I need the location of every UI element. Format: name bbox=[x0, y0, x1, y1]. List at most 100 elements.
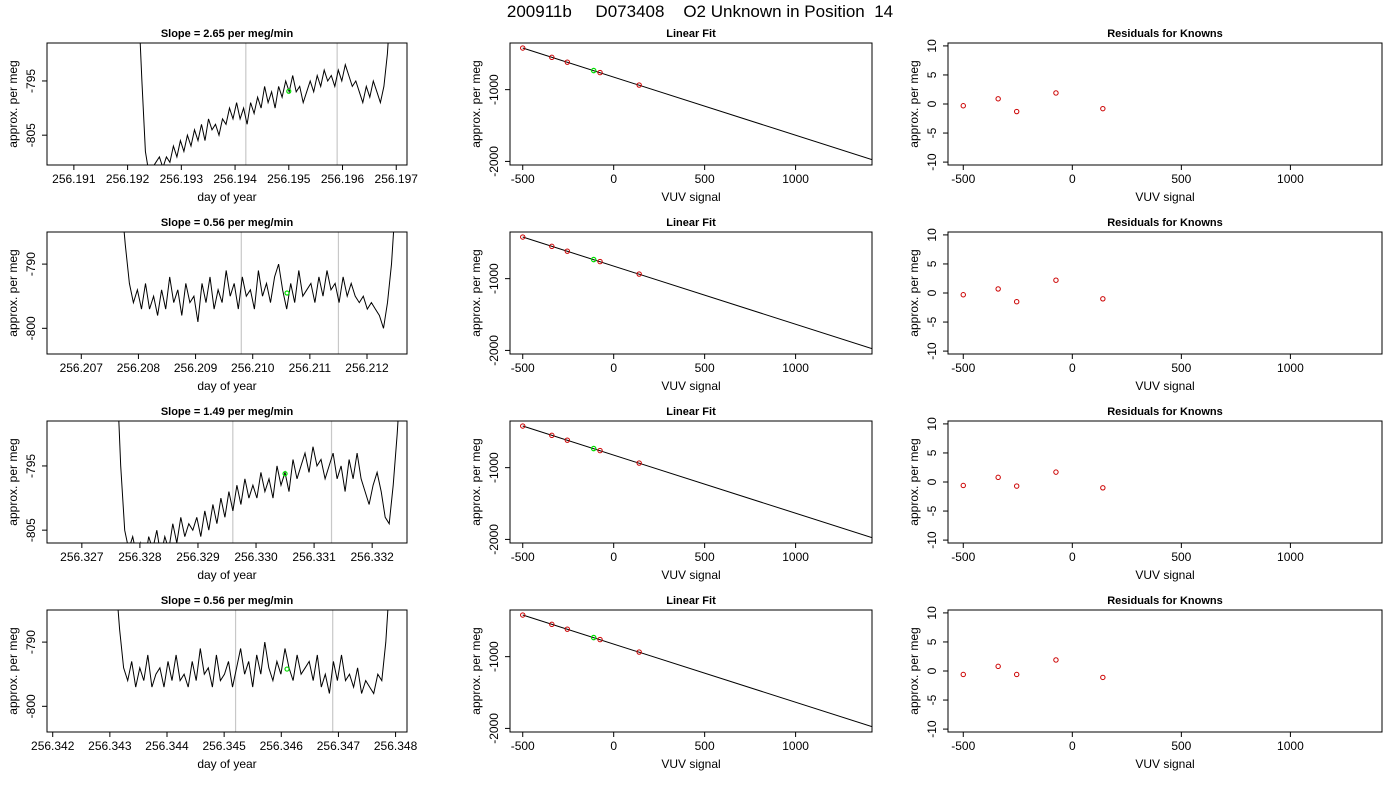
y-tick-label: -790 bbox=[24, 630, 38, 654]
known-point bbox=[549, 243, 555, 250]
x-tick-label: 256.192 bbox=[106, 172, 150, 186]
residual-point bbox=[1053, 469, 1059, 475]
residual-point bbox=[1100, 485, 1106, 491]
y-tick-label: -5 bbox=[925, 316, 939, 327]
known-point bbox=[597, 447, 603, 454]
panel-title: Residuals for Knowns bbox=[1107, 28, 1223, 40]
x-tick-label: 256.210 bbox=[231, 361, 275, 375]
x-axis-label: VUV signal bbox=[661, 190, 720, 204]
fit-line bbox=[522, 614, 872, 728]
x-tick-label: 0 bbox=[1069, 172, 1076, 186]
x-axis-label: VUV signal bbox=[1135, 379, 1194, 393]
y-tick-label: 0 bbox=[925, 478, 939, 485]
x-tick-label: 0 bbox=[1069, 739, 1076, 753]
plot-frame bbox=[509, 420, 873, 544]
x-tick-label: 256.331 bbox=[292, 550, 336, 564]
residual-point bbox=[1100, 105, 1106, 112]
known-point bbox=[636, 82, 642, 88]
x-tick-label: -500 bbox=[951, 550, 975, 564]
unknown-marker bbox=[284, 290, 290, 296]
plot-frame bbox=[46, 420, 408, 544]
y-tick-label: 10 bbox=[925, 228, 939, 242]
panel-title: Residuals for Knowns bbox=[1107, 406, 1223, 418]
x-tick-label: 256.211 bbox=[289, 361, 332, 375]
y-tick-label: -10 bbox=[925, 342, 939, 360]
plot-area bbox=[118, 421, 399, 543]
y-tick-label: -10 bbox=[925, 531, 939, 549]
plot-area bbox=[960, 657, 1106, 681]
x-tick-label: 1000 bbox=[1277, 172, 1304, 186]
plot-frame bbox=[947, 231, 1383, 355]
x-tick-label: 256.328 bbox=[118, 550, 162, 564]
panel-title: Slope = 1.49 per meg/min bbox=[161, 406, 294, 418]
y-tick-label: -1000 bbox=[487, 263, 501, 294]
x-tick-label: 256.207 bbox=[60, 361, 104, 375]
known-point bbox=[564, 626, 571, 632]
y-axis-label: approx. per meg bbox=[6, 249, 20, 336]
panel-title: Slope = 0.56 per meg/min bbox=[161, 217, 294, 229]
x-axis-label: day of year bbox=[197, 190, 256, 204]
y-axis-label: approx. per meg bbox=[469, 60, 483, 147]
panel-fit-3: Linear Fit -500 0 500 1000 -1000 -2000 VUV sign… bbox=[469, 406, 873, 582]
known-point bbox=[636, 271, 642, 277]
x-tick-label: 500 bbox=[695, 172, 715, 186]
x-tick-label: 256.327 bbox=[60, 550, 104, 564]
known-point bbox=[597, 258, 603, 265]
x-tick-label: 1000 bbox=[1277, 550, 1304, 564]
residual-point bbox=[960, 292, 966, 298]
known-point bbox=[520, 234, 526, 240]
x-tick-label: -500 bbox=[511, 172, 535, 186]
unknown-point bbox=[590, 634, 597, 641]
unknown-marker bbox=[284, 666, 290, 672]
x-tick-label: 1000 bbox=[782, 550, 809, 564]
residual-point bbox=[1053, 90, 1059, 96]
known-point bbox=[597, 69, 603, 76]
x-tick-label: 0 bbox=[610, 739, 617, 753]
x-tick-label: 1000 bbox=[1277, 739, 1304, 753]
x-tick-label: 256.342 bbox=[31, 739, 75, 753]
x-tick-label: 256.330 bbox=[234, 550, 278, 564]
y-axis-label: approx. per meg bbox=[469, 438, 483, 525]
x-tick-label: -500 bbox=[511, 361, 535, 375]
plot-frame bbox=[509, 42, 873, 166]
x-tick-label: 500 bbox=[1171, 172, 1191, 186]
fit-line bbox=[522, 47, 872, 161]
known-point bbox=[564, 59, 571, 65]
residual-point bbox=[1100, 674, 1106, 681]
panel-title: Residuals for Knowns bbox=[1107, 217, 1223, 229]
plot-frame bbox=[46, 231, 408, 355]
x-tick-label: 256.191 bbox=[52, 172, 96, 186]
plot-area bbox=[520, 423, 872, 539]
y-tick-label: -2000 bbox=[487, 713, 501, 744]
residual-point bbox=[995, 96, 1001, 102]
plot-frame bbox=[509, 231, 873, 355]
residual-point bbox=[1013, 483, 1020, 489]
x-tick-label: 1000 bbox=[782, 361, 809, 375]
x-axis-label: VUV signal bbox=[661, 757, 720, 771]
panel-title: Linear Fit bbox=[666, 406, 716, 418]
x-axis-label: VUV signal bbox=[661, 379, 720, 393]
x-tick-label: 0 bbox=[610, 172, 617, 186]
unknown-point bbox=[590, 256, 597, 263]
series-line bbox=[123, 232, 395, 329]
x-tick-label: 256.347 bbox=[317, 739, 361, 753]
y-axis-label: approx. per meg bbox=[907, 60, 921, 147]
known-point bbox=[564, 437, 571, 443]
plot-area bbox=[123, 232, 395, 329]
y-tick-label: 10 bbox=[925, 417, 939, 431]
plot-area bbox=[960, 90, 1106, 115]
series-line bbox=[118, 421, 399, 543]
y-tick-label: 10 bbox=[925, 39, 939, 53]
x-axis-label: day of year bbox=[197, 757, 256, 771]
y-tick-label: -10 bbox=[925, 153, 939, 171]
known-point bbox=[520, 423, 526, 429]
residual-point bbox=[960, 103, 966, 109]
x-axis-label: VUV signal bbox=[1135, 757, 1194, 771]
y-tick-label: 5 bbox=[925, 260, 939, 267]
panel-fit-1: Linear Fit -500 0 500 1000 -1000 -2000 VUV sign… bbox=[469, 28, 873, 204]
y-tick-label: -5 bbox=[925, 694, 939, 705]
residual-point bbox=[1100, 296, 1106, 302]
x-tick-label: 256.209 bbox=[174, 361, 218, 375]
panel-resid-2: Residuals for Knowns -500 0 500 1000 10 5 0 -5 -1… bbox=[907, 217, 1383, 393]
